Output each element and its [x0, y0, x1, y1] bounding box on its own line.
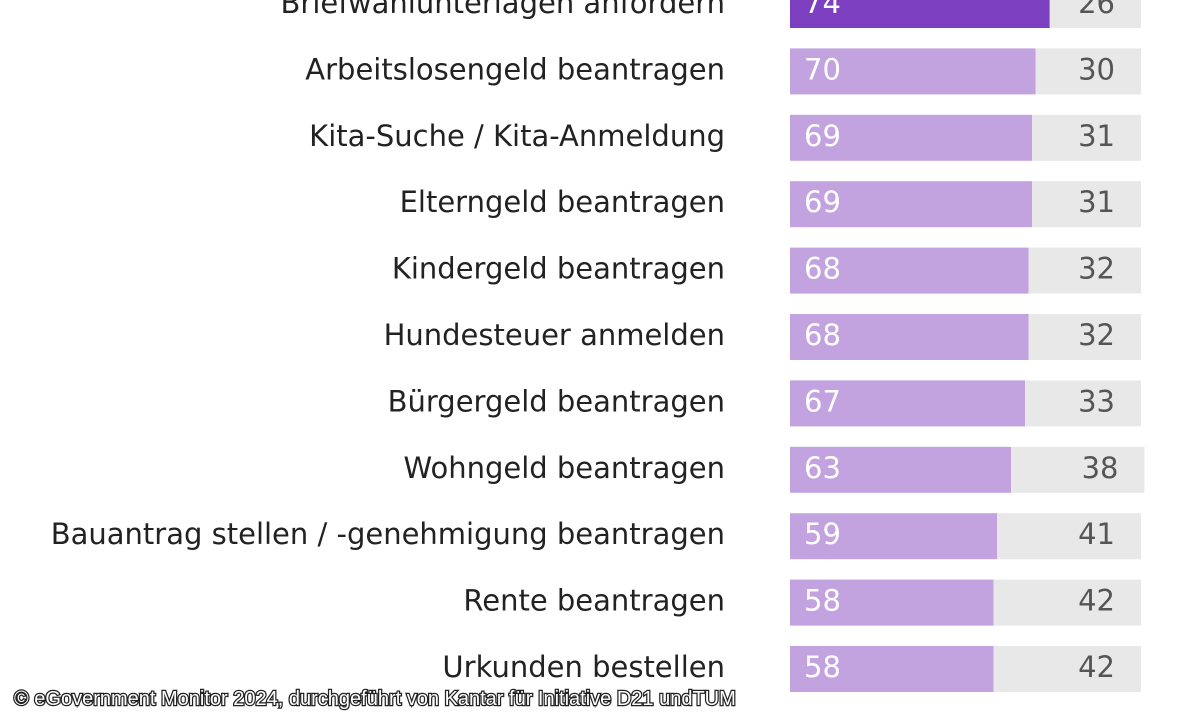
bar-segment	[1032, 114, 1141, 161]
category-label: Bürgergeld beantragen	[388, 384, 725, 418]
bar-segment	[790, 181, 1033, 228]
bar-segment	[790, 114, 1033, 161]
category-label: Kita-Suche / Kita-Anmeldung	[309, 119, 725, 153]
category-label: Hundesteuer anmelden	[384, 318, 725, 352]
bar-segment	[997, 513, 1141, 560]
value-label: 70	[804, 52, 841, 86]
value-label: 58	[804, 584, 841, 618]
value-label: 32	[1078, 252, 1115, 286]
bar-segment	[1032, 181, 1141, 228]
value-label: 26	[1078, 0, 1115, 20]
value-label: 69	[804, 119, 841, 153]
value-label: 31	[1078, 119, 1115, 153]
bar-segment	[790, 314, 1029, 360]
value-label: 58	[804, 650, 841, 684]
category-label: Urkunden bestellen	[442, 650, 725, 684]
category-label: Arbeitslosengeld beantragen	[305, 52, 725, 86]
category-label: Briefwahlunterlagen anfordern	[281, 0, 725, 20]
bar-segment	[790, 48, 1036, 95]
bar-segment	[993, 646, 1141, 692]
bar-segment	[1025, 380, 1141, 427]
value-label: 41	[1078, 517, 1115, 551]
value-label: 42	[1078, 584, 1115, 618]
value-label: 68	[804, 252, 841, 286]
value-label: 69	[804, 185, 841, 219]
category-label: Bauantrag stellen / -genehmigung beantra…	[51, 517, 725, 551]
bar-segment	[993, 579, 1141, 626]
value-label: 63	[804, 451, 841, 485]
value-label: 59	[804, 517, 841, 551]
bar-segment	[1035, 48, 1141, 95]
bar-segment	[790, 446, 1012, 493]
value-label: 74	[804, 0, 841, 20]
bar-segment	[1011, 446, 1145, 493]
plot: Briefwahlunterlagen anfordern 74 26 Arbeits…	[51, 0, 1145, 692]
bar-segment	[790, 0, 1050, 28]
bar-segment	[1028, 247, 1141, 294]
bar-segment	[790, 513, 998, 560]
value-label: 67	[804, 384, 841, 418]
category-label: Kindergeld beantragen	[392, 252, 725, 286]
bar-segment	[790, 646, 994, 692]
value-label: 33	[1078, 384, 1115, 418]
bar-segment	[1049, 0, 1141, 28]
value-label: 30	[1078, 52, 1115, 86]
bar-segment	[790, 380, 1026, 427]
value-label: 38	[1082, 451, 1119, 485]
bar-segment	[790, 579, 994, 626]
category-label: Rente beantragen	[463, 584, 725, 618]
category-label: Wohngeld beantragen	[403, 451, 725, 485]
value-label: 42	[1078, 650, 1115, 684]
category-label: Elterngeld beantragen	[400, 185, 725, 219]
bar-segment	[790, 247, 1029, 294]
value-label: 32	[1078, 318, 1115, 352]
value-label: 31	[1078, 185, 1115, 219]
value-label: 68	[804, 318, 841, 352]
source-note: © eGovernment Monitor 2024, durchgeführt…	[14, 688, 736, 710]
bar-segment	[1028, 314, 1141, 360]
